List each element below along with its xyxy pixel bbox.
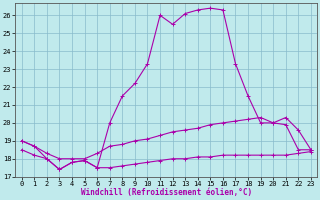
X-axis label: Windchill (Refroidissement éolien,°C): Windchill (Refroidissement éolien,°C) [81,188,252,197]
